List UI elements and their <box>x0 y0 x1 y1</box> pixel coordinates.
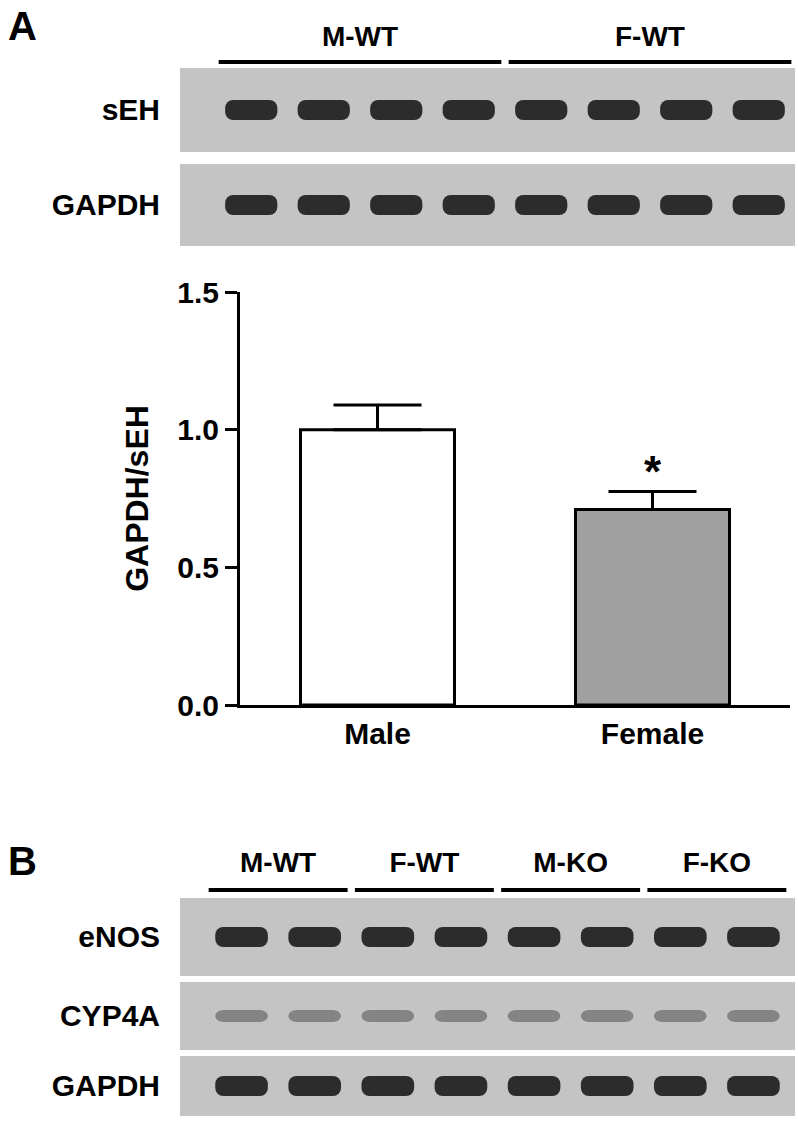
svg-text:M-KO: M-KO <box>533 847 608 878</box>
svg-text:GAPDH: GAPDH <box>52 1069 160 1102</box>
svg-text:A: A <box>8 4 37 48</box>
svg-text:Male: Male <box>344 717 411 750</box>
svg-text:sEH: sEH <box>102 93 160 126</box>
svg-text:B: B <box>8 839 37 883</box>
svg-text:M-WT: M-WT <box>240 847 316 878</box>
svg-text:F-KO: F-KO <box>683 847 751 878</box>
svg-text:CYP4A: CYP4A <box>60 999 160 1032</box>
svg-text:GAPDH: GAPDH <box>52 188 160 221</box>
svg-text:0.5: 0.5 <box>177 551 219 584</box>
svg-text:eNOS: eNOS <box>78 920 160 953</box>
svg-text:F-WT: F-WT <box>389 847 459 878</box>
svg-text:1.5: 1.5 <box>177 276 219 309</box>
svg-text:F-WT: F-WT <box>615 21 685 52</box>
svg-text:GAPDH/sEH: GAPDH/sEH <box>119 405 155 592</box>
svg-text:*: * <box>644 447 662 496</box>
svg-text:Female: Female <box>601 717 704 750</box>
svg-text:0.0: 0.0 <box>177 689 219 722</box>
svg-text:1.0: 1.0 <box>177 413 219 446</box>
svg-text:M-WT: M-WT <box>322 21 398 52</box>
